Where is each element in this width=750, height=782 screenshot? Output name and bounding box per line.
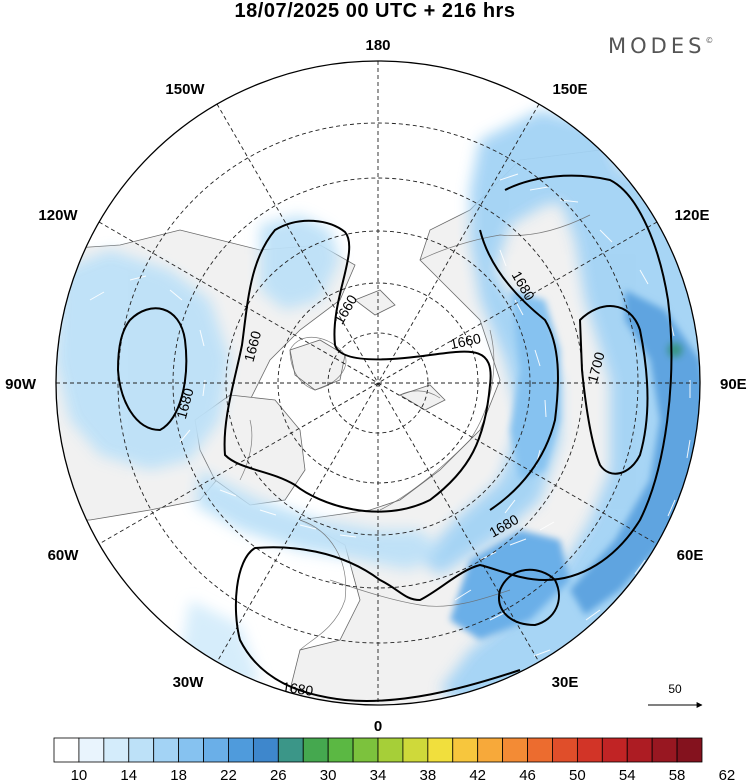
colorbar-swatch xyxy=(601,737,628,763)
colorbar-swatch xyxy=(203,737,229,763)
lon-label-90e: 90E xyxy=(720,376,747,393)
contour-label: 1660 xyxy=(241,329,265,363)
colorbar-swatch xyxy=(178,737,204,763)
map-title: 18/07/2025 00 UTC + 216 hrs xyxy=(234,0,516,22)
lon-label-180: 180 xyxy=(365,37,390,54)
colorbar-tick-label: 58 xyxy=(669,767,686,782)
colorbar-swatch xyxy=(128,737,155,763)
lon-label-60e: 60E xyxy=(677,547,704,564)
colorbar-tick-label: 54 xyxy=(619,767,636,782)
colorbar-swatch xyxy=(477,737,504,763)
vector-reference: 50 xyxy=(648,682,703,708)
coastlines xyxy=(239,214,591,651)
lon-label-90w: 90W xyxy=(5,376,37,393)
colorbar-swatch xyxy=(651,737,678,763)
colorbar-tick-label: 46 xyxy=(519,767,536,782)
colorbar-tick-label: 62 xyxy=(719,767,736,782)
lon-label-150e: 150E xyxy=(552,81,587,98)
contour-label: 1680 xyxy=(173,386,197,420)
contour-polar-low xyxy=(223,219,492,513)
colorbar-swatch xyxy=(427,737,454,763)
colorbar-swatch xyxy=(78,737,105,763)
jet-streak-atlantic xyxy=(195,470,440,570)
map-disc: 1660 1660 1660 1680 1680 1680 1700 1680 xyxy=(56,61,700,705)
colorbar-tick-label: 22 xyxy=(220,767,237,782)
lon-label-0: 0 xyxy=(374,718,382,735)
colorbar-swatch xyxy=(302,737,329,763)
jet-core-asia xyxy=(510,290,560,480)
longitude-labels: 180 150E 120E 90E 60E 30E 0 30W 60W 90W … xyxy=(5,37,747,735)
wind-vectors xyxy=(89,173,691,657)
jet-core-south xyxy=(450,530,570,640)
colorbar-swatch xyxy=(327,737,354,763)
geopotential-contours xyxy=(116,174,673,702)
meridian-lines xyxy=(56,61,700,705)
colorbar-swatch xyxy=(252,737,279,763)
colorbar-tick-label: 10 xyxy=(71,767,88,782)
contour-europe-low xyxy=(498,568,560,627)
contour-central-asia xyxy=(479,229,559,511)
contour-1700-high xyxy=(578,305,649,475)
map-outline xyxy=(55,60,701,706)
contour-label: 1700 xyxy=(584,350,608,384)
colorbar-swatch xyxy=(277,737,304,763)
lon-label-60w: 60W xyxy=(48,547,80,564)
modes-logo: MODES© xyxy=(608,34,714,58)
colorbar-swatch xyxy=(626,737,653,763)
colorbar-tick-label: 14 xyxy=(120,767,137,782)
jet-streak-pacific xyxy=(56,250,230,470)
colorbar-tick-label: 26 xyxy=(270,767,287,782)
colorbar-swatch xyxy=(527,737,553,763)
lon-label-120w: 120W xyxy=(38,207,78,224)
lon-label-120e: 120E xyxy=(674,207,709,224)
colorbar-tick-label: 30 xyxy=(320,767,337,782)
lon-label-150w: 150W xyxy=(165,81,205,98)
colorbar-swatch xyxy=(402,737,429,763)
colorbar-swatch xyxy=(676,737,703,763)
colorbar-swatch xyxy=(576,737,603,763)
colorbar-swatch xyxy=(502,737,528,763)
colorbar-swatch xyxy=(452,737,479,763)
colorbar-swatch xyxy=(552,737,578,763)
colorbar-swatch xyxy=(228,737,254,763)
contour-pacific-low xyxy=(116,307,188,432)
lon-label-30w: 30W xyxy=(173,674,205,691)
colorbar-tick-label: 18 xyxy=(170,767,187,782)
wind-maximum-spot xyxy=(667,342,683,358)
lon-label-30e: 30E xyxy=(552,674,579,691)
colorbar-swatch xyxy=(377,737,404,763)
jet-core-east xyxy=(570,290,700,615)
colorbar-tick-label: 34 xyxy=(370,767,387,782)
colorbar: 10141822263034384246505458626670 xyxy=(53,737,736,782)
wind-speed-shading xyxy=(56,110,700,705)
contour-label: 1660 xyxy=(448,330,482,352)
colorbar-tick-label: 38 xyxy=(420,767,437,782)
colorbar-swatch xyxy=(153,737,180,763)
colorbar-swatch xyxy=(103,737,130,763)
colorbar-tick-label: 42 xyxy=(469,767,486,782)
contour-label: 1680 xyxy=(281,679,314,699)
colorbar-swatch xyxy=(352,737,379,763)
colorbar-swatch xyxy=(53,737,80,763)
jet-streak-canada xyxy=(260,215,340,310)
contour-asia-ridge xyxy=(234,174,673,702)
vector-reference-label: 50 xyxy=(668,682,682,696)
colorbar-tick-label: 50 xyxy=(569,767,586,782)
